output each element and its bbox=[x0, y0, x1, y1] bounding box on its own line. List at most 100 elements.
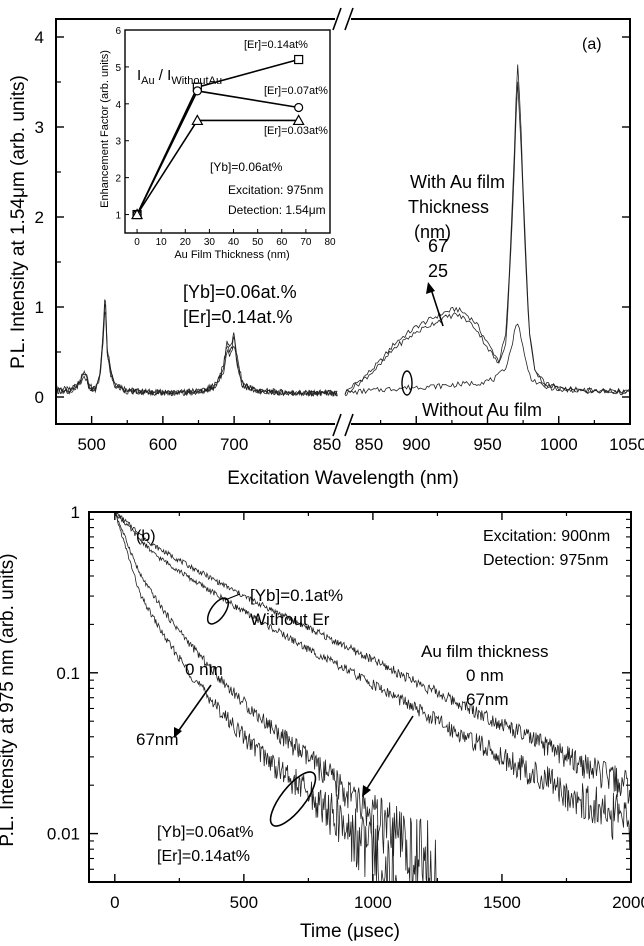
panel-a-series-line bbox=[344, 323, 630, 396]
inset-point-triangle bbox=[292, 114, 305, 126]
annotation-yb-01: [Yb]=0.1at% bbox=[250, 586, 343, 605]
annotation-detection: Detection: 975nm bbox=[483, 552, 608, 569]
panel-a-x-tick-label: 1050 bbox=[609, 435, 644, 454]
annotation-yb-006: [Yb]=0.06at% bbox=[157, 824, 254, 841]
panel-a-x-tick-label: 900 bbox=[402, 435, 430, 454]
panel-b-x-tick-label: 1500 bbox=[483, 893, 521, 912]
inset-x-tick-label: 70 bbox=[300, 237, 312, 248]
panel-b-label: (b) bbox=[136, 528, 156, 545]
panel-a-y-tick-label: 4 bbox=[35, 28, 44, 47]
annotation-thickness: Thickness bbox=[408, 197, 489, 217]
inset-point-circle bbox=[192, 86, 202, 96]
panel-b-decay-curve bbox=[114, 511, 399, 883]
inset-x-axis-label: Au Film Thickness (nm) bbox=[174, 249, 289, 261]
panel-a-label: (a) bbox=[582, 36, 602, 53]
annotation-thickness-25: 25 bbox=[428, 261, 448, 281]
panel-a-x-tick-label: 850 bbox=[355, 435, 383, 454]
annotation-er: [Er]=0.14at.% bbox=[183, 307, 293, 327]
panel-a-x-axis-label: Excitation Wavelength (nm) bbox=[227, 468, 459, 489]
panel-b-y-tick-label: 0.01 bbox=[47, 825, 80, 844]
panel-b-curves bbox=[114, 510, 631, 883]
annotation-without-au-film: Without Au film bbox=[422, 400, 542, 420]
axis-break-mark bbox=[344, 7, 354, 31]
inset-point-square bbox=[294, 54, 304, 65]
thickness-arrow bbox=[430, 288, 444, 327]
annotation-67nm-left: 67nm bbox=[136, 730, 179, 749]
panel-a-x-tick-label: 950 bbox=[473, 435, 501, 454]
inset-x-tick-label: 40 bbox=[228, 237, 240, 248]
without-er-leader bbox=[224, 593, 241, 601]
without-er-ellipse bbox=[206, 597, 230, 625]
panel-b-frame bbox=[88, 511, 632, 883]
inset-point-triangle bbox=[131, 208, 144, 220]
inset-annotation-excitation: Excitation: 975nm bbox=[228, 183, 323, 197]
panel-b-decay-curve bbox=[114, 511, 631, 850]
inset-x-tick-label: 30 bbox=[204, 237, 216, 248]
inset-annotation-detection: Detection: 1.54μm bbox=[228, 203, 326, 217]
yb-curves-arrow bbox=[365, 715, 414, 791]
er-curves-arrow bbox=[176, 684, 212, 734]
panel-a-series-line bbox=[344, 81, 630, 396]
annotation-au-film-thickness: Au film thickness bbox=[421, 642, 549, 661]
panel-a-series-line bbox=[55, 303, 338, 397]
panel-a-series-line bbox=[344, 64, 630, 395]
inset-x-tick-label: 60 bbox=[276, 237, 288, 248]
panel-b-decay-curve bbox=[114, 511, 437, 883]
panel-a-y-tick-label: 2 bbox=[35, 208, 44, 227]
inset-point-triangle bbox=[191, 114, 204, 126]
axis-break-mark bbox=[332, 7, 342, 31]
inset-y-tick-label: 2 bbox=[115, 174, 121, 185]
annotation-with-au-film: With Au film bbox=[410, 172, 505, 192]
without-au-marker-ellipse bbox=[401, 370, 413, 396]
panel-a-series-line bbox=[55, 310, 338, 398]
annotation-thickness-67: 67 bbox=[428, 236, 448, 256]
panel-b-x-axis-label: Time (μsec) bbox=[300, 921, 400, 942]
panel-a-x-tick-label: 600 bbox=[149, 435, 177, 454]
panel-a-curves bbox=[55, 64, 630, 398]
annotation-er-014: [Er]=0.14at% bbox=[157, 848, 250, 865]
inset-x-tick-label: 10 bbox=[156, 237, 168, 248]
panel-a-y-tick-label: 3 bbox=[35, 118, 44, 137]
inset-title: IAu / IWithoutAu bbox=[137, 67, 222, 87]
inset-ticks: 0 10 20 30 40 50 60 70 80 1 2 3 4 5 6 bbox=[115, 26, 336, 248]
annotation-yb: [Yb]=0.06at.% bbox=[183, 282, 297, 302]
inset-annotation-yb: [Yb]=0.06at% bbox=[210, 160, 283, 174]
panel-a-x-tick-label: 700 bbox=[220, 435, 248, 454]
panel-a-y-tick-label: 0 bbox=[35, 388, 44, 407]
inset-y-tick-label: 1 bbox=[115, 211, 121, 222]
inset-series-label-er007: [Er]=0.07at% bbox=[264, 85, 328, 97]
panel-b-y-axis-label: P.L. Intensity at 975 nm (arb. units) bbox=[0, 553, 18, 846]
inset-series-label-er003: [Er]=0.03at% bbox=[264, 125, 328, 137]
annotation-without-er: Without Er bbox=[250, 610, 330, 629]
er-curves-arrow-head bbox=[174, 727, 182, 738]
panel-b-y-tick-label: 0.1 bbox=[56, 664, 80, 683]
axis-break-mark bbox=[332, 413, 342, 437]
panel-b-x-tick-label: 1000 bbox=[354, 893, 392, 912]
axis-break-mark bbox=[344, 413, 354, 437]
panel-a-x-tick-label: 850 bbox=[313, 435, 341, 454]
inset-x-tick-label: 50 bbox=[252, 237, 264, 248]
inset-y-axis-label: Enhancement Factor (arb. units) bbox=[99, 50, 111, 208]
annotation-excitation: Excitation: 900nm bbox=[483, 528, 610, 545]
annotation-0nm-right: 0 nm bbox=[466, 666, 504, 685]
inset-curves bbox=[131, 54, 305, 220]
inset-series-label-er014: [Er]=0.14at% bbox=[244, 39, 308, 51]
inset-y-tick-label: 4 bbox=[115, 100, 121, 111]
yb-curves-arrow-head bbox=[362, 785, 371, 797]
inset-y-tick-label: 3 bbox=[115, 137, 121, 148]
panel-b-y-tick-label: 1 bbox=[71, 503, 80, 522]
annotation-nm: (nm) bbox=[414, 222, 451, 242]
inset-x-tick-label: 80 bbox=[324, 237, 336, 248]
inset-y-tick-label: 5 bbox=[115, 63, 121, 74]
annotation-67nm-right: 67nm bbox=[466, 690, 509, 709]
inset-x-tick-label: 20 bbox=[180, 237, 192, 248]
panel-a-x-tick-label: 1000 bbox=[540, 435, 578, 454]
inset-x-tick-label: 0 bbox=[134, 237, 140, 248]
inset-chart: 0 10 20 30 40 50 60 70 80 1 2 3 4 5 6 IAu / IWithoutAu… bbox=[99, 26, 336, 261]
annotation-0nm-left: 0 nm bbox=[185, 660, 223, 679]
